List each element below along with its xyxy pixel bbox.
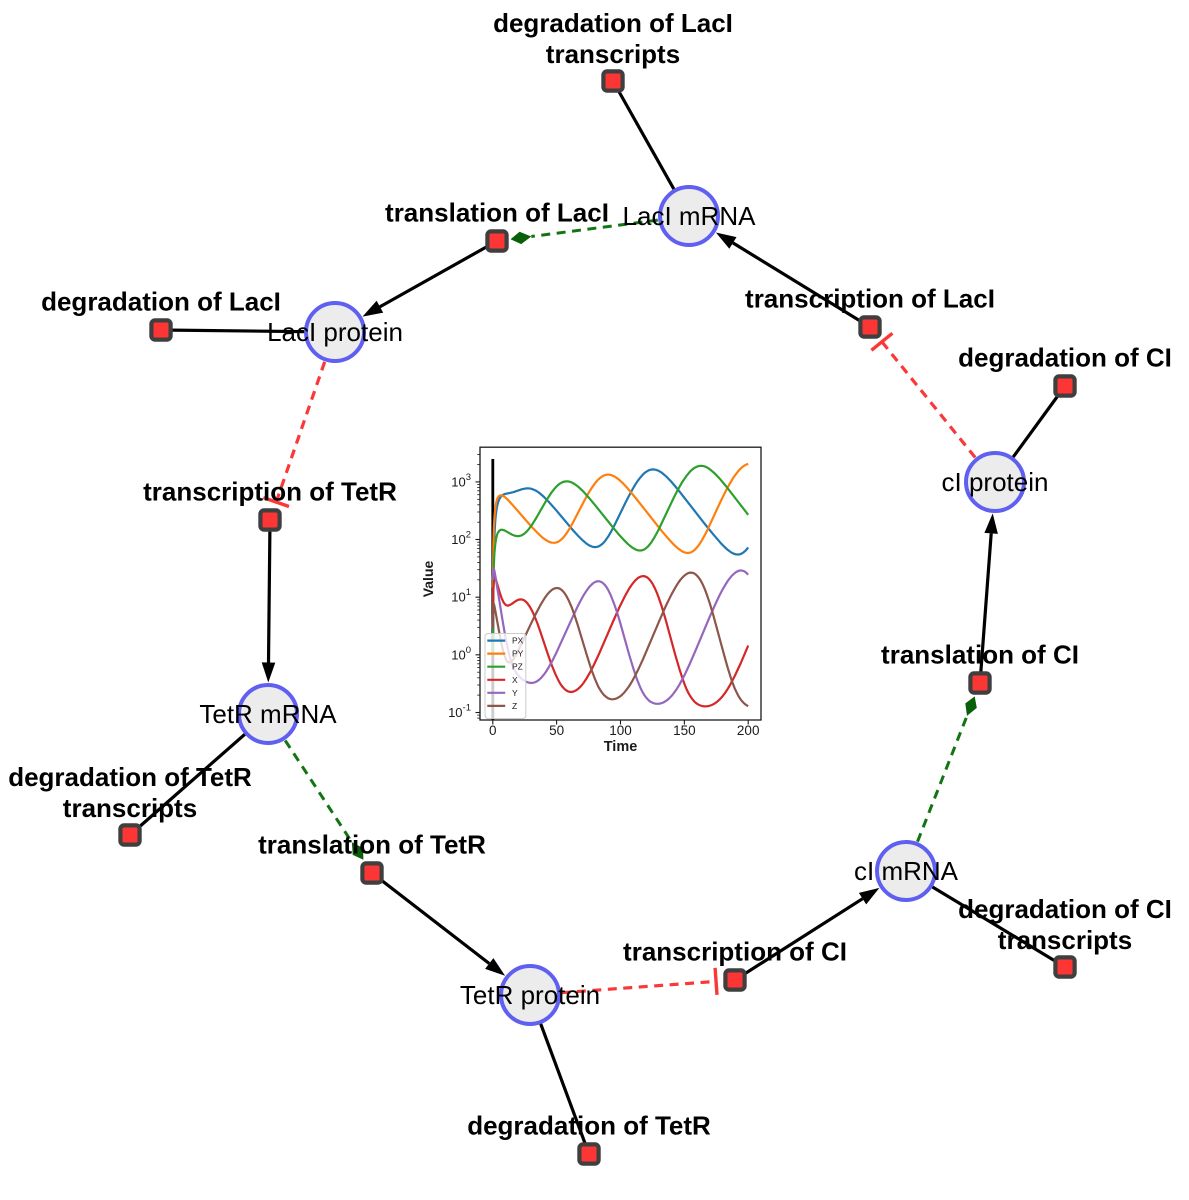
- svg-text:transcripts: transcripts: [63, 793, 197, 823]
- svg-text:101: 101: [451, 587, 471, 605]
- svg-text:transcription of TetR: transcription of TetR: [143, 477, 397, 507]
- svg-text:Time: Time: [604, 739, 638, 755]
- svg-text:translation of LacI: translation of LacI: [385, 198, 609, 228]
- svg-text:TetR protein: TetR protein: [460, 980, 600, 1010]
- svg-text:50: 50: [549, 723, 564, 738]
- svg-text:103: 103: [451, 472, 471, 490]
- svg-text:transcripts: transcripts: [546, 39, 680, 69]
- svg-text:degradation of CI: degradation of CI: [958, 894, 1172, 924]
- svg-text:transcripts: transcripts: [998, 925, 1132, 955]
- svg-text:102: 102: [451, 530, 471, 548]
- svg-text:degradation of TetR: degradation of TetR: [467, 1111, 711, 1141]
- svg-text:translation of TetR: translation of TetR: [258, 830, 486, 860]
- svg-text:Y: Y: [512, 688, 518, 698]
- svg-text:degradation of TetR: degradation of TetR: [8, 762, 252, 792]
- svg-text:degradation of LacI: degradation of LacI: [493, 8, 733, 38]
- svg-text:cI protein: cI protein: [942, 467, 1049, 497]
- svg-text:Value: Value: [420, 561, 436, 598]
- svg-text:Z: Z: [512, 701, 517, 711]
- svg-text:0: 0: [489, 723, 497, 738]
- svg-text:degradation of CI: degradation of CI: [958, 343, 1172, 373]
- svg-text:PX: PX: [512, 636, 524, 646]
- svg-text:200: 200: [737, 723, 760, 738]
- svg-text:translation of CI: translation of CI: [881, 640, 1079, 670]
- svg-text:cI mRNA: cI mRNA: [854, 856, 959, 886]
- svg-text:150: 150: [673, 723, 696, 738]
- svg-text:100: 100: [451, 645, 471, 663]
- svg-text:TetR mRNA: TetR mRNA: [199, 699, 337, 729]
- svg-text:PZ: PZ: [512, 662, 523, 672]
- svg-text:10-1: 10-1: [448, 703, 471, 721]
- svg-text:100: 100: [609, 723, 632, 738]
- svg-text:degradation of LacI: degradation of LacI: [41, 287, 281, 317]
- svg-text:transcription of LacI: transcription of LacI: [745, 284, 995, 314]
- svg-text:X: X: [512, 675, 518, 685]
- svg-text:transcription of CI: transcription of CI: [623, 937, 847, 967]
- svg-text:PY: PY: [512, 649, 524, 659]
- svg-text:LacI protein: LacI protein: [267, 317, 403, 347]
- svg-text:LacI mRNA: LacI mRNA: [623, 201, 757, 231]
